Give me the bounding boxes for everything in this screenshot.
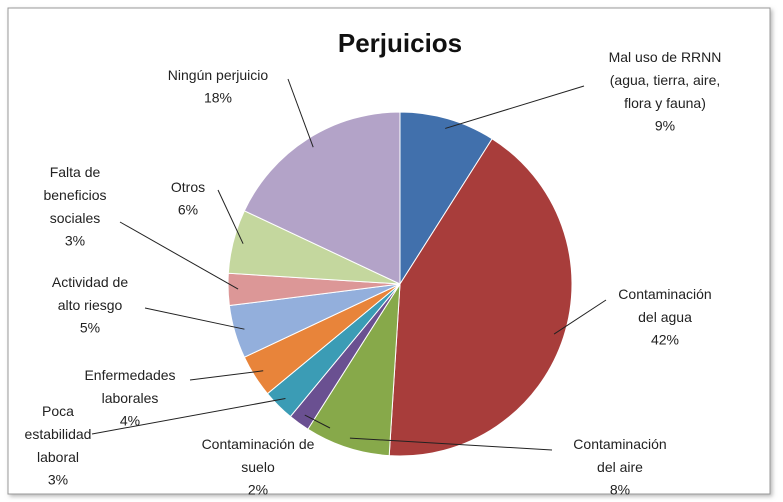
leader-line (349, 437, 553, 451)
chart-title: Perjuicios (338, 28, 462, 58)
leader-line (91, 398, 286, 435)
value-label: 2% (248, 482, 268, 498)
leader-line (144, 307, 245, 330)
value-label: 42% (651, 332, 679, 348)
slice-label: Enfermedades laborales (84, 367, 175, 406)
pie-slice (399, 111, 493, 286)
slice-label: Contaminación del aire (573, 436, 666, 475)
slice-label: Poca estabilidad laboral (25, 403, 92, 465)
leader-line (189, 370, 264, 381)
slice-label: Actividad de alto riesgo (52, 274, 128, 313)
value-label: 8% (610, 482, 630, 498)
value-label: 5% (80, 320, 100, 336)
leader-line (217, 189, 244, 244)
value-label: 4% (120, 413, 140, 429)
slice-label: Contaminación del agua (618, 286, 711, 325)
slice-label: Mal uso de RRNN (agua, tierra, aire, flora… (609, 49, 722, 111)
slice-label: Falta de beneficios sociales (43, 164, 106, 226)
value-label: 9% (655, 118, 675, 134)
leader-line (119, 221, 239, 290)
pie-slice (388, 138, 573, 457)
value-label: 18% (204, 90, 232, 106)
slice-label: Otros (171, 179, 205, 195)
value-label: 3% (65, 233, 85, 249)
slice-label: Contaminación de suelo (202, 436, 315, 475)
leader-line (304, 414, 331, 429)
value-label: 6% (178, 202, 198, 218)
slice-label: Ningún perjuicio (168, 67, 269, 83)
pie-slice (243, 111, 401, 285)
leader-line (553, 299, 607, 335)
leader-line (445, 85, 585, 129)
leader-line (287, 78, 314, 148)
value-label: 3% (48, 472, 68, 488)
